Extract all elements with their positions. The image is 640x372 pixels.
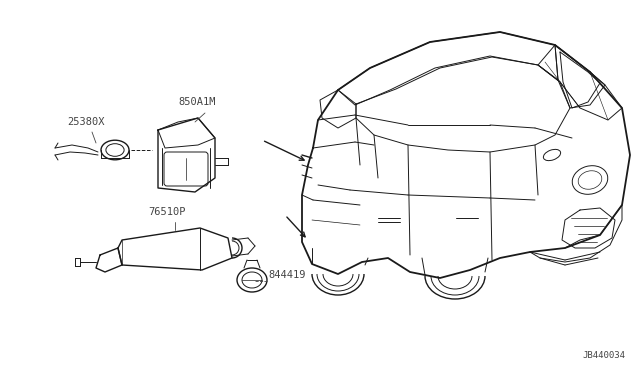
Text: 844419: 844419 — [268, 270, 305, 280]
FancyBboxPatch shape — [164, 152, 208, 186]
Text: JB440034: JB440034 — [582, 351, 625, 360]
Text: 850A1M: 850A1M — [178, 97, 216, 107]
Text: 76510P: 76510P — [148, 207, 186, 217]
Text: 25380X: 25380X — [67, 117, 104, 127]
